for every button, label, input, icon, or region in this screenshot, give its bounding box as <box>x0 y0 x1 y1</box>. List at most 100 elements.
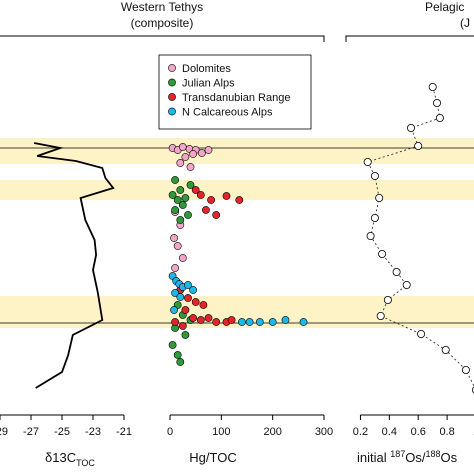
d13c-series <box>33 142 115 389</box>
hg-point-julian-alps <box>181 331 190 339</box>
hg-point-julian-alps <box>184 211 192 219</box>
legend-marker-n-calcareous-alps <box>168 107 176 116</box>
axis-title-os-mid: Os/ <box>405 450 426 465</box>
hg-point-dolomites <box>178 254 187 262</box>
bracket-left <box>0 35 325 42</box>
os-point <box>392 267 401 276</box>
os-series <box>363 83 474 394</box>
hg-point-dolomites <box>181 153 190 161</box>
band-upper <box>0 138 474 164</box>
os-point <box>376 311 385 320</box>
tick-label-hg-toc: 0 <box>167 426 173 438</box>
tick-label-d13c: -29 <box>0 426 8 438</box>
hg-point-dolomites <box>176 159 185 167</box>
hg-point-dolomites <box>186 163 195 171</box>
hg-point-julian-alps <box>176 358 185 366</box>
hg-point-transdanubian-range <box>199 301 208 309</box>
hg-point-n-calcareous-alps <box>170 306 178 314</box>
hg-point-dolomites <box>178 143 187 151</box>
header-right-subtitle: (J <box>460 16 470 30</box>
tick-label-os: 0.8 <box>439 426 454 438</box>
axis-title-d13c-main: δ13C <box>45 450 76 465</box>
hg-point-dolomites <box>173 242 182 250</box>
os-point <box>417 329 426 338</box>
d13c-line <box>33 142 115 389</box>
tick-label-d13c: -27 <box>23 426 39 438</box>
hg-point-julian-alps <box>186 181 195 189</box>
tick-label-hg-toc: 100 <box>212 426 230 438</box>
hg-point-dolomites <box>197 149 206 157</box>
tick-label-d13c: -21 <box>116 426 132 438</box>
hg-point-julian-alps <box>168 341 177 349</box>
bracket-right <box>345 35 474 42</box>
tick-label-hg-toc: 200 <box>263 426 281 438</box>
hg-point-transdanubian-range <box>212 211 221 219</box>
hg-point-transdanubian-range <box>189 314 197 322</box>
os-point <box>414 141 423 150</box>
tick-label-os: 1 <box>473 426 474 438</box>
axis-title-hg-toc: Hg/TOC <box>189 450 236 465</box>
hg-point-transdanubian-range <box>204 314 213 322</box>
hg-point-transdanubian-range <box>196 191 205 199</box>
hg-point-transdanubian-range <box>235 196 244 204</box>
legend-label-dolomites: Dolomites <box>182 63 231 75</box>
hg-point-julian-alps <box>173 196 182 204</box>
axis-title-os: initial 187Os/188Os <box>357 449 458 465</box>
x-axes: -29 -27 -25 -23 -21 0 100 200 300 0.2 0.4 0.6 0.8 1 <box>0 414 474 438</box>
hg-point-transdanubian-range <box>227 316 236 324</box>
os-point <box>383 295 392 304</box>
header-left-subtitle: (composite) <box>131 16 194 30</box>
os-point <box>461 365 470 374</box>
hg-point-n-calcareous-alps <box>176 293 185 301</box>
os-point <box>363 157 372 166</box>
axis-title-os-sup2: 188 <box>426 449 441 459</box>
os-point <box>435 114 444 123</box>
axis-title-d13c: δ13CTOC <box>45 450 95 468</box>
hg-point-transdanubian-range <box>181 306 190 314</box>
axis-title-d13c-sub: TOC <box>76 458 95 468</box>
hg-point-julian-alps <box>178 201 187 209</box>
tick-label-d13c: -25 <box>54 426 70 438</box>
legend-label-transdanubian-range: Transdanubian Range <box>182 92 290 104</box>
legend-marker-julian-alps <box>168 78 176 87</box>
hg-point-transdanubian-range <box>178 322 187 330</box>
legend: Dolomites Julian Alps Transdanubian Range N… <box>158 54 312 130</box>
header-left-title: Western Tethys <box>121 0 203 14</box>
hg-point-julian-alps <box>171 206 179 214</box>
legend-marker-transdanubian-range <box>168 93 176 101</box>
os-point <box>432 99 441 108</box>
axis-title-os-pre: initial <box>357 450 390 465</box>
legend-marker-dolomites <box>168 64 176 72</box>
tick-label-d13c: -23 <box>85 426 101 438</box>
band-middle <box>0 180 474 200</box>
hg-point-transdanubian-range <box>184 294 192 302</box>
hg-point-transdanubian-range <box>212 318 221 326</box>
legend-label-n-calcareous-alps: N Calcareous Alps <box>182 107 273 119</box>
hg-point-dolomites <box>189 150 197 158</box>
hg-point-n-calcareous-alps <box>281 316 290 324</box>
os-point <box>441 345 450 354</box>
hg-point-n-calcareous-alps <box>237 318 246 326</box>
hg-point-n-calcareous-alps <box>189 286 197 294</box>
os-dashed-line <box>367 86 474 388</box>
tick-label-os: 0.2 <box>353 426 368 438</box>
hg-point-transdanubian-range <box>201 206 210 214</box>
os-point <box>378 249 387 258</box>
os-point <box>406 124 415 133</box>
hg-point-dolomites <box>171 264 179 272</box>
tick-label-hg-toc: 300 <box>315 426 333 438</box>
os-point <box>370 213 379 222</box>
hg-point-dolomites <box>170 234 178 242</box>
hg-point-julian-alps <box>173 351 182 359</box>
os-point <box>428 83 437 92</box>
hg-point-julian-alps <box>168 191 177 199</box>
hg-point-n-calcareous-alps <box>268 318 277 326</box>
hg-point-transdanubian-range <box>196 316 205 324</box>
hg-point-n-calcareous-alps <box>184 281 192 289</box>
os-point <box>366 231 375 240</box>
axis-title-os-end: Os <box>441 450 458 465</box>
legend-label-julian-alps: Julian Alps <box>182 78 235 90</box>
hg-point-transdanubian-range <box>191 298 200 306</box>
hg-point-julian-alps <box>171 176 179 184</box>
